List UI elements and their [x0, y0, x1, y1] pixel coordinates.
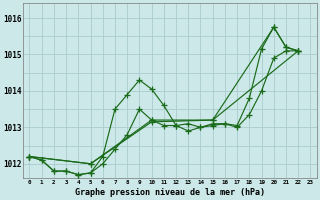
X-axis label: Graphe pression niveau de la mer (hPa): Graphe pression niveau de la mer (hPa) — [75, 188, 265, 197]
